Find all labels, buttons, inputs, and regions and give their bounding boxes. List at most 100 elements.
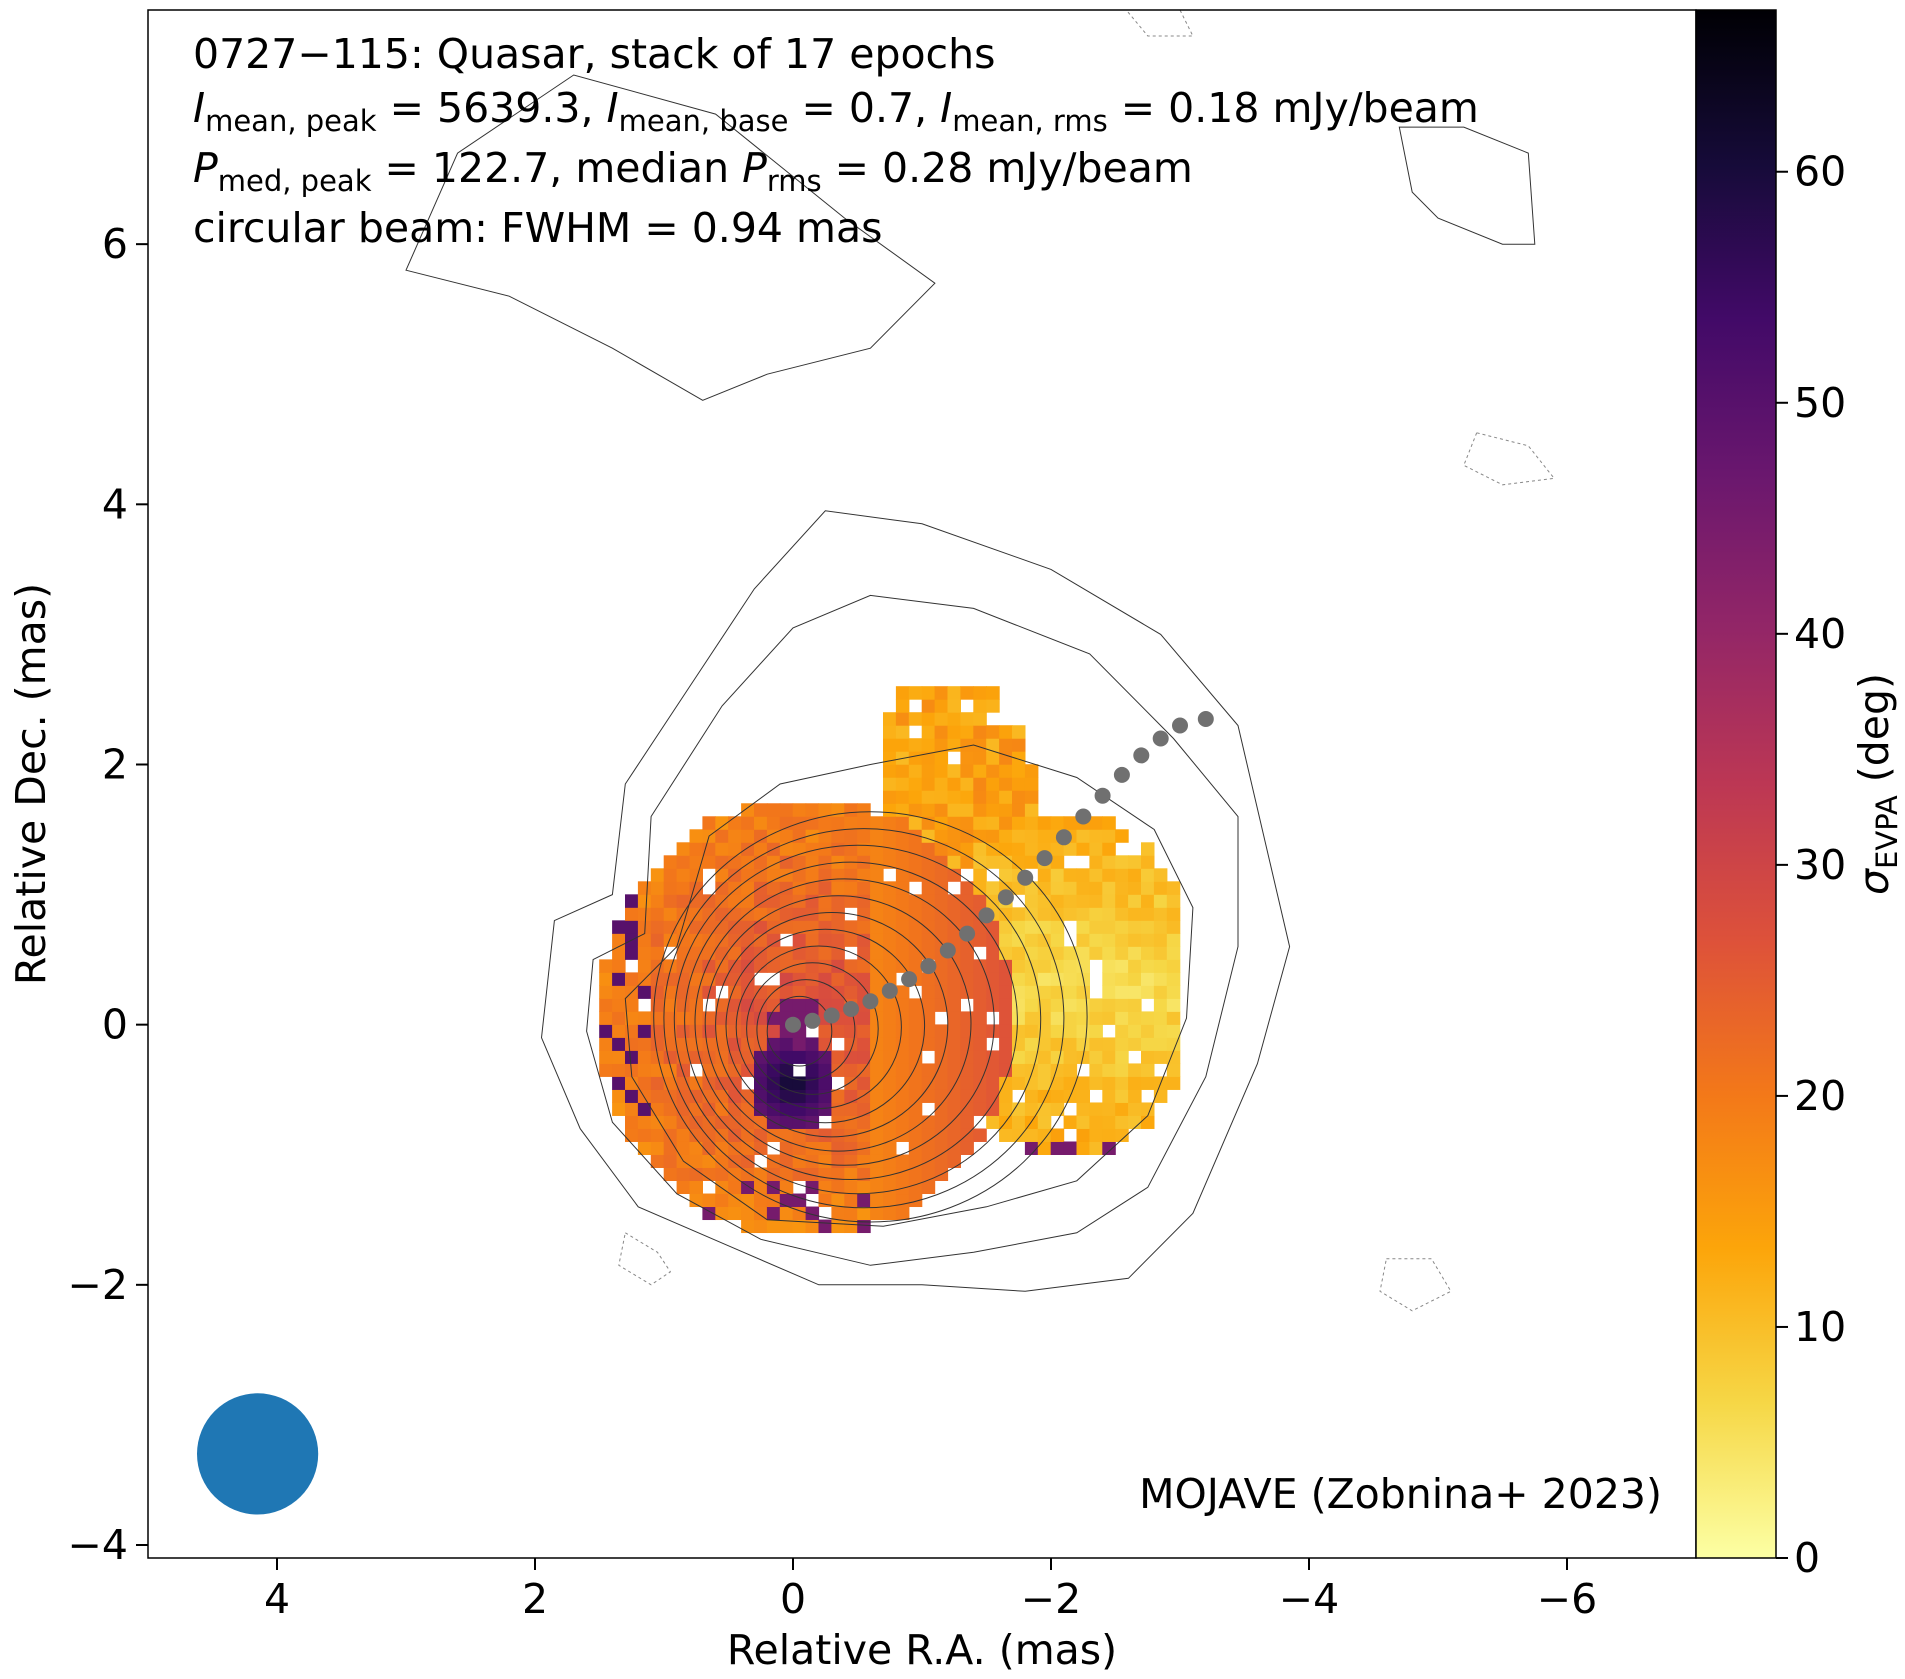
heatmap-cell-569: [870, 1167, 884, 1181]
heatmap-cell-529: [844, 842, 858, 856]
heatmap-cell-260: [741, 1115, 755, 1129]
heatmap-cell-1004: [1024, 764, 1039, 778]
heatmap-cell-681: [908, 1102, 923, 1116]
heatmap-cell-463: [818, 894, 832, 908]
heatmap-cell-47: [637, 1076, 652, 1090]
heatmap-cell-484: [831, 1024, 845, 1038]
heatmap-cell-1039: [1050, 1024, 1065, 1038]
heatmap-cell-1111: [1089, 998, 1103, 1012]
heatmap-cell-1042: [1050, 985, 1065, 999]
heatmap-cell-525: [844, 894, 858, 908]
heatmap-cell-119: [676, 1050, 691, 1064]
heatmap-cell-959: [1012, 946, 1026, 960]
heatmap-cell-491: [831, 933, 845, 947]
heatmap-cell-438: [805, 816, 820, 830]
heatmap-cell-967: [1012, 829, 1026, 843]
heatmap-cell-536: [857, 1180, 871, 1195]
heatmap-cell-241: [728, 946, 742, 960]
heatmap-cell-17: [612, 998, 626, 1012]
heatmap-cell-821: [960, 1102, 974, 1116]
heatmap-cell-440: [818, 1219, 832, 1234]
heatmap-cell-1101: [1089, 1141, 1103, 1155]
heatmap-cell-436: [805, 842, 820, 856]
heatmap-cell-1085: [1076, 1024, 1090, 1038]
heatmap-cell-208: [715, 972, 729, 986]
heatmap-cell-417: [805, 1102, 820, 1116]
heatmap-cell-50: [637, 1037, 652, 1051]
heatmap-cell-592: [870, 868, 884, 882]
heatmap-cell-1213: [1153, 1050, 1168, 1064]
heatmap-cell-200: [715, 1089, 729, 1103]
heatmap-cell-886: [986, 1089, 1000, 1103]
heatmap-cell-738: [921, 777, 936, 791]
heatmap-cell-776: [934, 764, 949, 778]
heatmap-cell-44: [637, 1115, 652, 1129]
heatmap-cell-40: [625, 907, 639, 921]
heatmap-cell-257: [741, 1154, 755, 1168]
heatmap-cell-247: [728, 868, 742, 882]
heatmap-cell-874: [973, 803, 987, 817]
heatmap-cell-1222: [1153, 933, 1168, 947]
heatmap-cell-1133: [1102, 998, 1116, 1012]
heatmap-cell-887: [986, 1076, 1000, 1090]
heatmap-cell-842: [960, 803, 974, 817]
heatmap-cell-1011: [1037, 1063, 1052, 1077]
heatmap-cell-715: [921, 1115, 936, 1129]
heatmap-cell-935: [999, 855, 1013, 869]
heatmap-cell-343: [766, 829, 781, 843]
heatmap-cell-919: [999, 1063, 1013, 1077]
heatmap-cell-549: [857, 1011, 871, 1025]
heatmap-cell-326: [766, 1063, 781, 1077]
heatmap-cell-880: [973, 725, 987, 739]
heatmap-cell-430: [805, 920, 820, 934]
heatmap-cell-1108: [1089, 1037, 1103, 1051]
contour-6: [704, 895, 972, 1152]
heatmap-cell-410: [805, 1206, 820, 1221]
heatmap-cell-472: [831, 1206, 845, 1221]
heatmap-cell-683: [908, 1076, 923, 1090]
heatmap-cell-428: [805, 946, 820, 960]
heatmap-cell-913: [986, 686, 1000, 700]
title-line-3: Pmed, peak = 122.7, median Prms = 0.28 m…: [193, 144, 1193, 198]
heatmap-cell-331: [766, 998, 781, 1012]
heatmap-cell-679: [908, 1128, 923, 1142]
heatmap-cell-523: [844, 933, 858, 947]
heatmap-cell-246: [728, 881, 742, 895]
heatmap-cell-89: [663, 1115, 678, 1129]
heatmap-cell-873: [973, 816, 987, 830]
heatmap-cell-1229: [1166, 1063, 1181, 1077]
heatmap-cell-600: [883, 1167, 897, 1181]
heatmap-cell-403: [792, 868, 807, 882]
heatmap-cell-622: [883, 881, 897, 895]
heatmap-cell-793: [947, 1024, 961, 1038]
heatmap-cell-372: [779, 868, 794, 882]
heatmap-cell-12: [612, 1063, 626, 1077]
heatmap-cell-1104: [1089, 1102, 1103, 1116]
y-tick-label-3: 2: [102, 740, 128, 788]
heatmap-cell-1069: [1063, 946, 1078, 960]
heatmap-cell-1092: [1076, 933, 1090, 947]
heatmap-cell-308: [754, 881, 768, 895]
heatmap-cell-1193: [1141, 1076, 1155, 1090]
heatmap-cell-1114: [1089, 920, 1103, 934]
heatmap-cell-31: [625, 1037, 639, 1051]
heatmap-cell-858: [973, 1024, 987, 1038]
heatmap-cell-649: [895, 1011, 910, 1025]
heatmap-cell-716: [921, 1089, 936, 1103]
heatmap-cell-471: [831, 1219, 845, 1234]
heatmap-cell-1064: [1063, 1011, 1078, 1025]
heatmap-cell-287: [754, 1180, 768, 1195]
heatmap-cell-502: [844, 1219, 858, 1234]
heatmap-cell-859: [973, 1011, 987, 1025]
heatmap-cell-1061: [1063, 1050, 1078, 1064]
heatmap-cell-568: [870, 1180, 884, 1195]
heatmap-cell-1162: [1115, 946, 1129, 960]
heatmap-cell-1202: [1141, 946, 1155, 960]
heatmap-cell-1156: [1115, 1024, 1129, 1038]
heatmap-cell-152: [689, 972, 703, 986]
heatmap-cell-1123: [1102, 1141, 1116, 1155]
heatmap-cell-900: [986, 881, 1000, 895]
heatmap-cell-580: [870, 1024, 884, 1038]
heatmap-cell-1082: [1076, 1076, 1090, 1090]
heatmap-cell-324: [766, 1089, 781, 1103]
